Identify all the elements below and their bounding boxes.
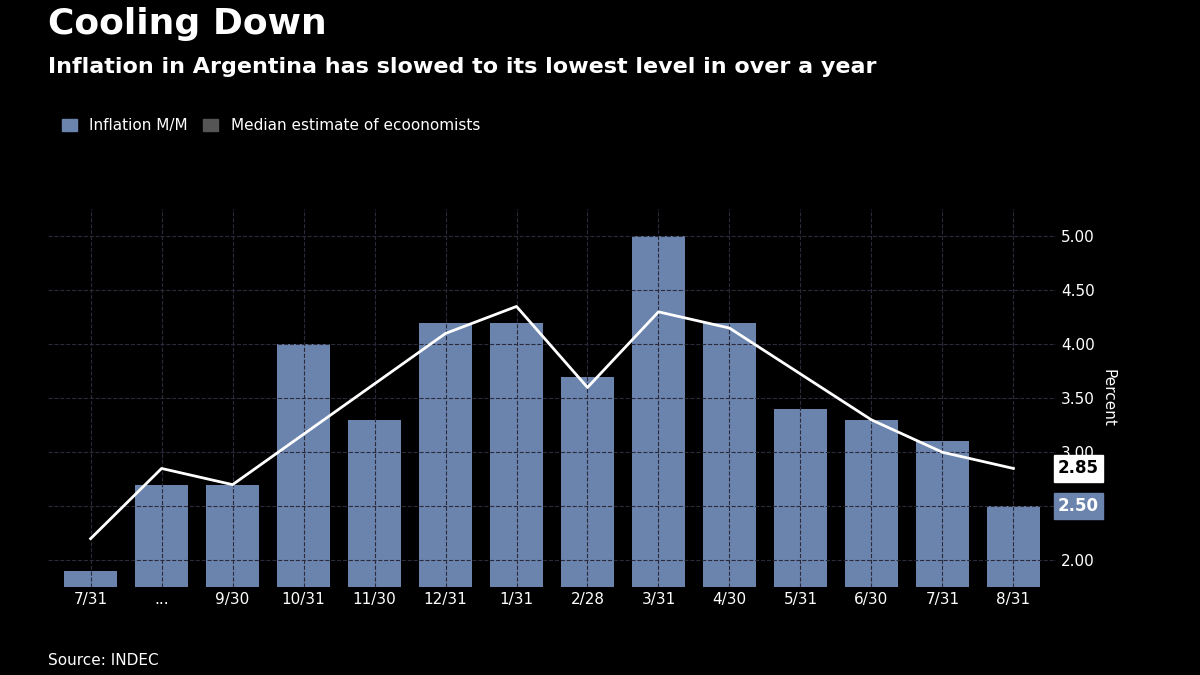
Text: Inflation in Argentina has slowed to its lowest level in over a year: Inflation in Argentina has slowed to its…: [48, 57, 876, 78]
Bar: [206, 485, 259, 675]
Legend: Inflation M/M, Median estimate of ecoonomists: Inflation M/M, Median estimate of ecoono…: [55, 112, 486, 140]
Bar: [774, 409, 827, 675]
Bar: [703, 323, 756, 675]
Bar: [64, 571, 118, 675]
Text: 2.50: 2.50: [1058, 497, 1099, 515]
Text: Source: INDEC: Source: INDEC: [48, 653, 158, 668]
Y-axis label: Percent: Percent: [1100, 369, 1116, 427]
Bar: [560, 377, 614, 675]
Bar: [419, 323, 472, 675]
Bar: [845, 420, 898, 675]
Bar: [348, 420, 401, 675]
Text: 2.85: 2.85: [1058, 460, 1099, 477]
Bar: [916, 441, 970, 675]
Text: Cooling Down: Cooling Down: [48, 7, 326, 40]
Bar: [490, 323, 544, 675]
Bar: [986, 506, 1040, 675]
Bar: [632, 236, 685, 675]
Bar: [277, 344, 330, 675]
Bar: [134, 485, 188, 675]
